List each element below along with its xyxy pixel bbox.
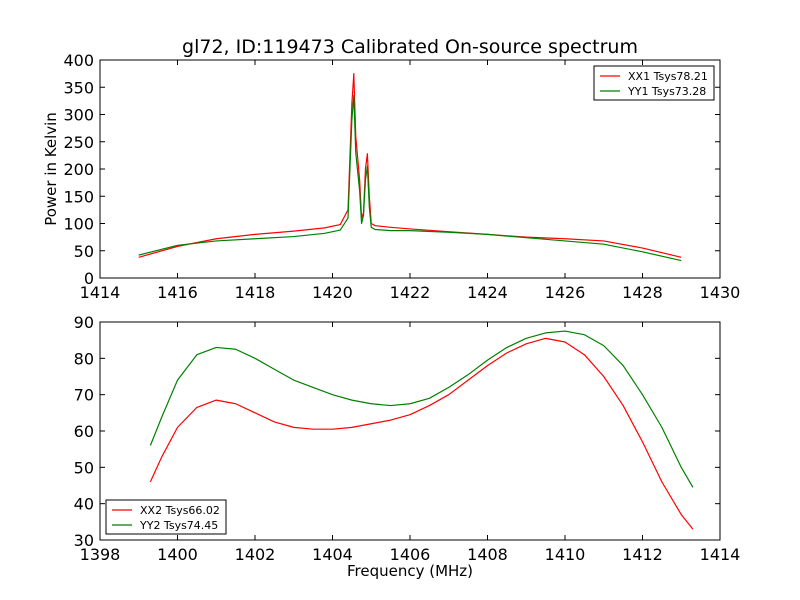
legend-entry-2: YY1 Tsys73.28: [627, 85, 706, 98]
x-tick-label: 1416: [157, 283, 198, 302]
y-tick-label: 30: [74, 531, 94, 550]
y-tick-label: 70: [74, 386, 94, 405]
x-tick-label: 1424: [467, 283, 508, 302]
y-tick-label: 400: [63, 51, 94, 70]
series-line-2: [149, 330, 694, 488]
y-tick-label: 200: [63, 160, 94, 179]
x-tick-label: 1398: [80, 545, 121, 564]
x-tick-label: 1406: [390, 545, 431, 564]
series-line-2: [138, 94, 682, 262]
x-tick-label: 1418: [235, 283, 276, 302]
x-tick-label: 1428: [622, 283, 663, 302]
legend-entry-2: YY2 Tsys74.45: [139, 519, 218, 532]
chart-title: gl72, ID:119473 Calibrated On-source spe…: [182, 36, 638, 58]
x-tick-label: 1426: [545, 283, 586, 302]
x-tick-label: 1422: [390, 283, 431, 302]
x-axis-label: Frequency (MHz): [347, 562, 473, 580]
y-tick-label: 90: [74, 313, 94, 332]
x-tick-label: 1402: [235, 545, 276, 564]
legend: XX1 Tsys78.21 YY1 Tsys73.28: [593, 65, 715, 101]
legend: XX2 Tsys66.02 YY2 Tsys74.45: [105, 499, 227, 535]
y-tick-label: 50: [74, 458, 94, 477]
legend-box: [593, 65, 715, 101]
x-tick-label: 1430: [700, 283, 741, 302]
series-line-1: [149, 337, 694, 530]
x-tick-label: 1410: [545, 545, 586, 564]
x-tick-label: 1408: [467, 545, 508, 564]
y-tick-label: 40: [74, 495, 94, 514]
legend-box: [105, 499, 227, 535]
y-tick-label: 350: [63, 78, 94, 97]
y-tick-label: 60: [74, 422, 94, 441]
y-tick-label: 100: [63, 215, 94, 234]
y-axis-label: Power in Kelvin: [42, 112, 60, 226]
legend-entry-1: XX1 Tsys78.21: [628, 70, 708, 83]
y-tick-label: 50: [74, 242, 94, 261]
y-tick-label: 80: [74, 349, 94, 368]
x-tick-label: 1420: [312, 283, 353, 302]
y-tick-label: 0: [84, 269, 94, 288]
bottom-chart: 1398 1400 1402 1404 1406 1408 1410 1412 1414 30 40…: [74, 313, 741, 580]
y-tick-label: 250: [63, 133, 94, 152]
x-tick-label: 1414: [80, 283, 121, 302]
x-tick-label: 1412: [622, 545, 663, 564]
legend-entry-1: XX2 Tsys66.02: [140, 504, 220, 517]
y-tick-label: 150: [63, 187, 94, 206]
x-tick-label: 1404: [312, 545, 353, 564]
top-chart: 1414 1416 1418 1420 1422 1424 1426 1428 1430 0 50 1…: [42, 51, 740, 302]
y-tick-label: 300: [63, 106, 94, 125]
x-tick-label: 1414: [700, 545, 741, 564]
x-tick-label: 1400: [157, 545, 198, 564]
